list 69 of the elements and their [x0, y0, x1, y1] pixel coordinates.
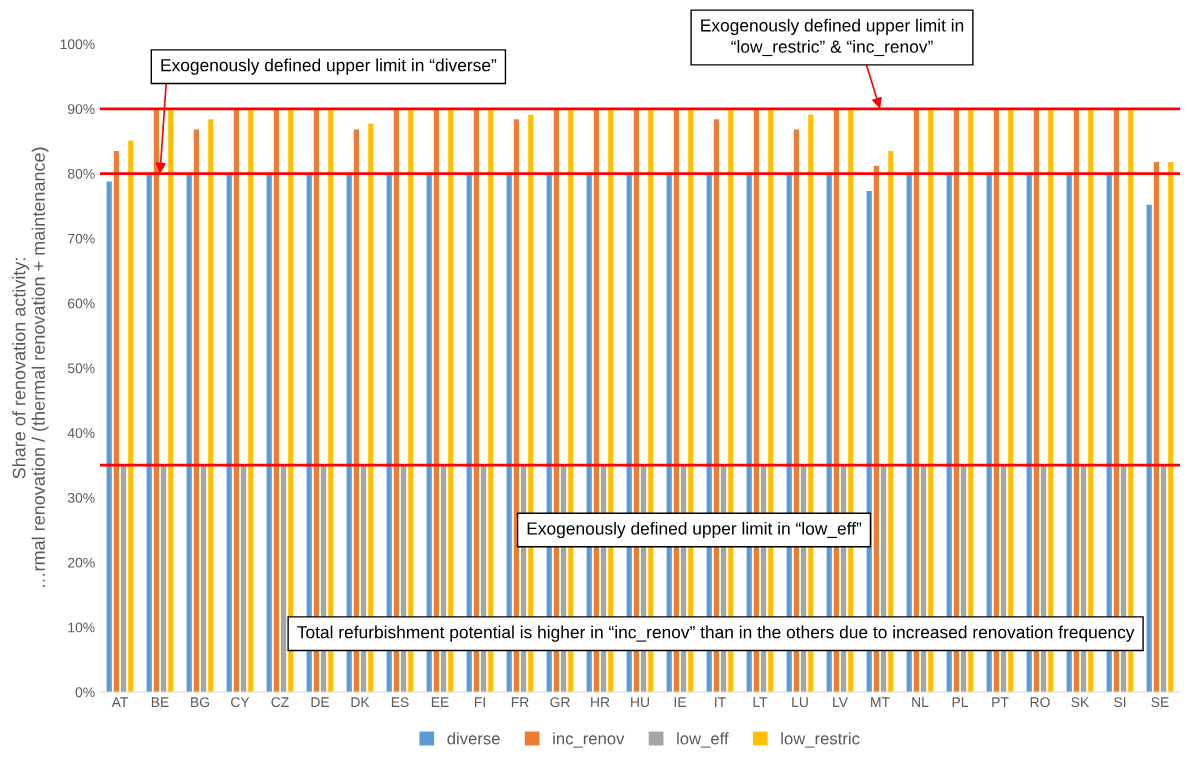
- y-tick-label: 0%: [75, 687, 95, 698]
- x-tick-label: BG: [191, 697, 209, 708]
- bar: [1168, 161, 1174, 692]
- bar: [208, 119, 214, 692]
- x-tick-label: HU: [631, 697, 649, 708]
- legend-label: inc_renov: [553, 732, 625, 748]
- bar: [161, 465, 167, 692]
- y-tick-label: 40%: [67, 428, 95, 438]
- bar: [113, 150, 119, 692]
- x-tick-label: SE: [1151, 697, 1169, 708]
- bar: [1146, 204, 1152, 692]
- x-tick-label: AT: [111, 697, 129, 707]
- bar: [233, 108, 239, 692]
- y-tick-label: 50%: [67, 363, 95, 374]
- x-tick-label: FR: [511, 697, 529, 707]
- y-tick-label: 70%: [68, 233, 95, 244]
- y-tick-label: 20%: [68, 557, 95, 568]
- bar: [168, 108, 174, 692]
- x-tick-label: HR: [591, 697, 610, 707]
- x-tick-label: SI: [1114, 697, 1126, 708]
- x-tick-label: GR: [550, 697, 570, 708]
- legend-label: diverse: [447, 732, 500, 745]
- x-tick-label: NL: [912, 697, 929, 707]
- y-tick-label: 10%: [68, 622, 95, 633]
- annotation: Exogenously defined upper limit in “low_eff”: [527, 521, 862, 539]
- bar: [128, 140, 134, 692]
- x-tick-label: DE: [311, 697, 330, 707]
- x-tick-label: LT: [753, 697, 768, 707]
- x-tick-label: DK: [351, 697, 370, 707]
- bar: [1153, 161, 1159, 692]
- bar: [248, 108, 254, 692]
- bar: [121, 465, 127, 692]
- bar: [273, 108, 279, 692]
- y-tick-label: 60%: [68, 298, 95, 309]
- bar: [193, 129, 199, 692]
- bar: [281, 465, 287, 692]
- annotation: Exogenously defined upper limit in “low_restric” & “inc_renov”: [701, 18, 964, 57]
- bar: [241, 465, 247, 692]
- x-tick-label: LV: [833, 697, 848, 707]
- bar: [186, 173, 192, 692]
- y-tick-label: 30%: [67, 492, 95, 503]
- x-tick-label: CZ: [271, 697, 289, 708]
- x-tick-label: SK: [1071, 697, 1090, 708]
- legend-label: low_eff: [677, 732, 729, 748]
- x-tick-label: EE: [431, 697, 449, 707]
- bar: [226, 173, 232, 692]
- y-tick-label: 100%: [60, 39, 95, 50]
- x-tick-label: CY: [231, 697, 250, 708]
- bar: [146, 173, 152, 692]
- x-tick-label: RO: [1030, 697, 1050, 708]
- x-tick-label: PL: [952, 697, 969, 707]
- x-tick-label: LU: [792, 697, 808, 708]
- bar: [266, 173, 272, 692]
- x-tick-label: PT: [992, 697, 1009, 707]
- legend-label: low_restric: [781, 732, 860, 748]
- x-tick-label: IT: [715, 697, 726, 707]
- bar: [106, 181, 112, 692]
- x-tick-label: MT: [871, 697, 890, 707]
- y-axis-title: Share of renovation activity: …rmal renovation / (thermal renovation + maintenance): [12, 147, 49, 588]
- x-tick-label: FI: [474, 697, 485, 707]
- x-tick-label: BE: [151, 697, 169, 707]
- annotation: Exogenously defined upper limit in “diverse”: [161, 58, 497, 75]
- x-tick-label: ES: [391, 697, 409, 708]
- y-tick-label: 90%: [67, 104, 95, 114]
- y-tick-label: 80%: [67, 168, 95, 179]
- x-tick-label: IE: [674, 697, 686, 707]
- annotation: Total refurbishment potential is higher in “inc_renov” than in the others due to increased renovation frequency: [297, 625, 1135, 642]
- bar: [1161, 465, 1167, 692]
- bar: [201, 465, 207, 692]
